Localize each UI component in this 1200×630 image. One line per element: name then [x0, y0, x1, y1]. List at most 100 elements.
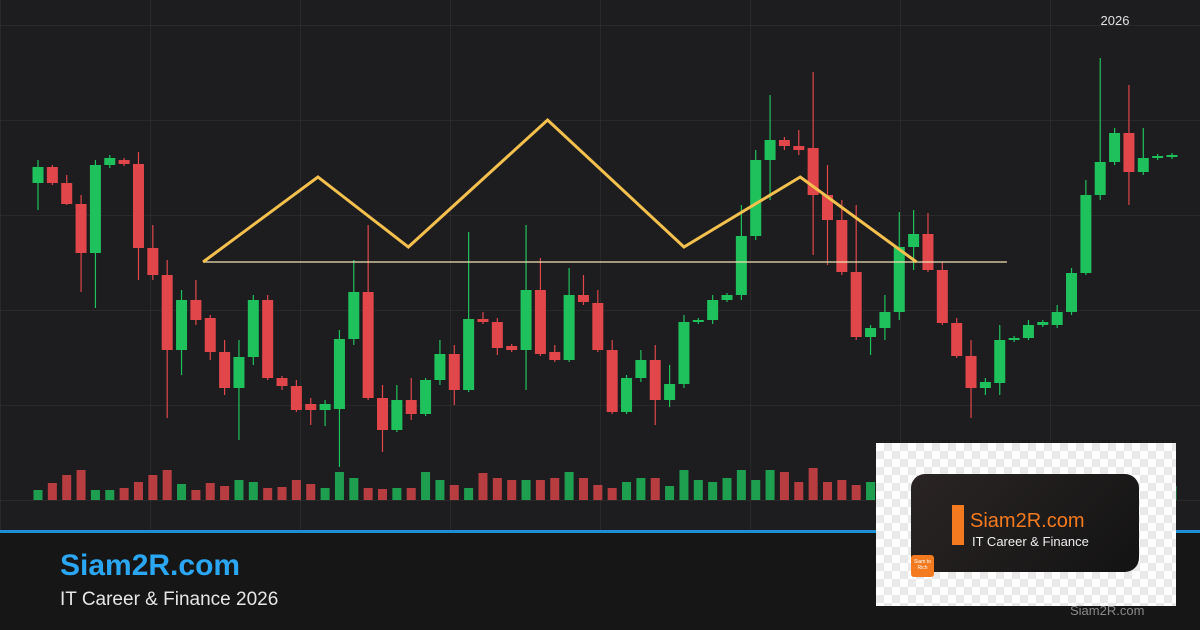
candle-body — [692, 320, 704, 322]
volume-bar — [349, 478, 359, 500]
volume-bar — [736, 470, 746, 500]
candle-body — [1037, 322, 1049, 325]
pattern-line — [202, 117, 918, 264]
candle-body — [850, 272, 862, 337]
volume-bar — [378, 489, 388, 500]
volume-bar — [191, 490, 201, 500]
candle-body — [1137, 158, 1149, 172]
candle-body — [793, 146, 805, 150]
volume-bar — [650, 478, 660, 500]
candle-body — [678, 322, 690, 384]
volume-bar — [220, 486, 230, 500]
volume-bar — [693, 480, 703, 500]
volume-bar — [33, 490, 43, 500]
volume-bar — [263, 488, 273, 500]
volume-bar — [449, 485, 459, 500]
candle-body — [606, 350, 618, 412]
volume-bar — [722, 478, 732, 500]
candle-body — [75, 204, 87, 253]
candle-body — [104, 158, 116, 165]
volume-bar — [665, 486, 675, 500]
volume-bar — [406, 488, 416, 500]
candle-body — [635, 360, 647, 378]
volume-bar — [837, 480, 847, 500]
volume-bar — [90, 490, 100, 500]
volume-bar — [507, 480, 517, 500]
candle-body — [520, 290, 532, 350]
volume-bar — [550, 478, 560, 500]
volume-bar — [133, 482, 143, 500]
logo-subtitle: IT Career & Finance — [972, 534, 1089, 549]
volume-bar — [291, 480, 301, 500]
candle-body — [118, 160, 130, 164]
logo-badge: Siam to Rich — [911, 555, 934, 577]
chart-area: 2026 — [0, 0, 1200, 530]
candle-body — [549, 352, 561, 360]
volume-bar — [779, 472, 789, 500]
volume-bar — [277, 487, 287, 500]
candle-body — [319, 404, 331, 410]
candle-body — [362, 292, 374, 398]
candle-body — [807, 148, 819, 195]
candle-body — [534, 290, 546, 354]
candle-body — [463, 319, 475, 390]
candle-body — [405, 400, 417, 414]
volume-bar — [464, 488, 474, 500]
volume-bar — [119, 488, 129, 500]
candle-body — [290, 386, 302, 410]
candle-body — [592, 303, 604, 350]
candle-body — [664, 384, 676, 400]
candle-body — [865, 328, 877, 337]
candle-body — [32, 167, 44, 183]
volume-bar — [320, 488, 330, 500]
candle-body — [965, 356, 977, 388]
volume-bar — [478, 473, 488, 500]
volume-bar — [636, 478, 646, 500]
volume-bar — [765, 470, 775, 500]
candle-body — [247, 300, 259, 357]
volume-bar — [62, 475, 72, 500]
candle-body — [563, 295, 575, 360]
volume-bar — [851, 485, 861, 500]
candle-body — [506, 346, 518, 350]
watermark: Siam2R.com — [1070, 603, 1145, 618]
volume-bar — [148, 475, 158, 500]
candle-body — [391, 400, 403, 430]
candle-body — [994, 340, 1006, 383]
candle-body — [922, 234, 934, 270]
candle-body — [1066, 273, 1078, 312]
candle-body — [908, 234, 920, 247]
candle-body — [491, 322, 503, 348]
volume-bar — [808, 468, 818, 500]
candle-body — [89, 165, 101, 253]
volume-bar — [866, 482, 876, 500]
volume-bar — [492, 478, 502, 500]
volume-bar — [564, 472, 574, 500]
candle-body — [879, 312, 891, 328]
volume-bar — [234, 480, 244, 500]
candle-body — [333, 339, 345, 409]
volume-bar — [794, 482, 804, 500]
candle-body — [305, 404, 317, 410]
volume-bar — [162, 470, 172, 500]
candle-body — [1022, 325, 1034, 338]
volume-bar — [535, 480, 545, 500]
banner-title: Siam2R.com — [60, 549, 241, 582]
logo-panel: Siam2R.com IT Career & Finance Siam to R… — [876, 443, 1176, 606]
volume-bar — [751, 480, 761, 500]
candle-body — [1008, 338, 1020, 340]
candle-body — [764, 140, 776, 160]
candle-body — [233, 357, 245, 388]
candle-body — [161, 275, 173, 350]
candle-body — [262, 300, 274, 378]
candle-body — [951, 323, 963, 356]
volume-bar — [306, 484, 316, 500]
volume-bar — [421, 472, 431, 500]
candle-body — [61, 183, 73, 204]
candle-body — [936, 270, 948, 323]
candle-body — [649, 360, 661, 400]
logo-card: Siam2R.com IT Career & Finance Siam to R… — [911, 474, 1139, 577]
candle-body — [1123, 133, 1135, 172]
volume-bar — [622, 482, 632, 500]
volume-bar — [363, 488, 373, 500]
